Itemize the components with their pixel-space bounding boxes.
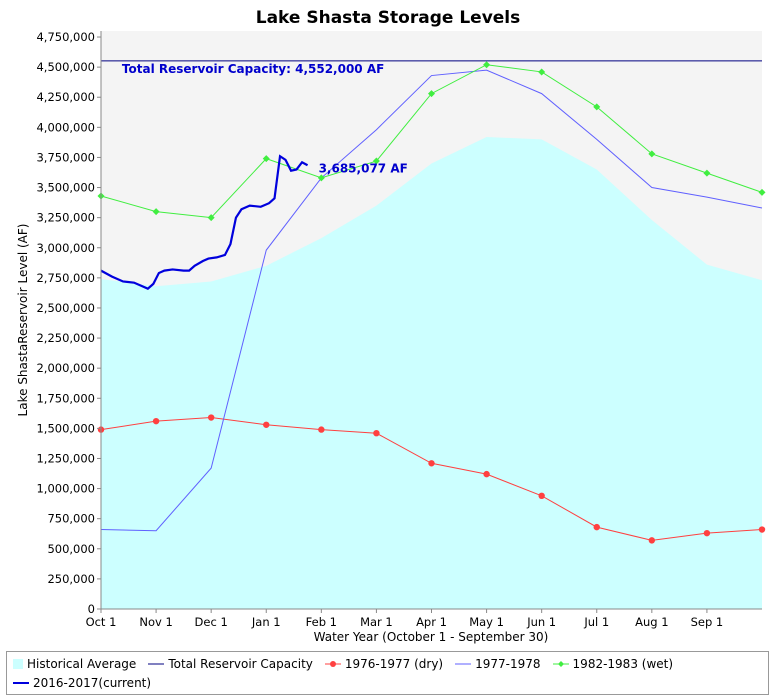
legend-label: Total Reservoir Capacity — [168, 657, 313, 671]
y-tick-label: 4,750,000 — [36, 30, 95, 44]
series-1982-1983-wet-point-10 — [648, 150, 656, 158]
y-tick-label: 2,250,000 — [36, 331, 95, 345]
annotation-0: Total Reservoir Capacity: 4,552,000 AF — [122, 62, 384, 76]
series-1976-1977-dry-point-9 — [593, 523, 600, 531]
legend-item-total-capacity: Total Reservoir Capacity — [148, 657, 313, 671]
legend-swatch-marker-line-icon — [552, 661, 569, 667]
series-1976-1977-dry-point-12 — [758, 526, 766, 533]
annotation-1: 3,685,077 AF — [319, 161, 408, 175]
series-1982-1983-wet-point-1 — [152, 208, 160, 216]
legend-item-2016-2017: 2016-2017(current) — [13, 676, 151, 690]
series-1976-1977-dry-point-4 — [318, 426, 325, 433]
series-1982-1983-wet-point-5 — [372, 157, 380, 165]
legend-swatch-line-icon — [148, 663, 165, 665]
x-tick-label: Feb 1 — [306, 615, 337, 629]
series-1982-1983-wet-point-7 — [483, 61, 491, 69]
series-2016-2017-current-line — [100, 154, 309, 290]
series-1982-1983-wet-point-12 — [758, 188, 766, 196]
y-tick-label: 0 — [88, 602, 95, 616]
series-1976-1977-dry-point-11 — [703, 529, 711, 537]
series-1982-1983-wet-point-3 — [262, 155, 270, 163]
legend-swatch-area-icon — [13, 659, 23, 669]
series-1976-1977-dry-point-10 — [648, 537, 656, 544]
legend: Historical Average Total Reservoir Capac… — [6, 651, 769, 695]
x-tick-label: Aug 1 — [635, 615, 668, 629]
x-tick-label: Apr 1 — [416, 615, 447, 629]
legend-label: 1976-1977 (dry) — [344, 657, 444, 671]
y-tick-label: 4,000,000 — [36, 120, 95, 134]
y-tick-label: 4,250,000 — [36, 90, 95, 104]
legend-item-1982-1983: 1982-1983 (wet) — [552, 657, 674, 671]
y-tick-label: 3,250,000 — [36, 211, 95, 225]
legend-swatch-line-icon — [455, 663, 472, 665]
y-tick-label: 2,500,000 — [36, 301, 95, 315]
legend-row-1: Historical Average Total Reservoir Capac… — [13, 655, 685, 673]
legend-swatch-marker-line-icon — [324, 661, 341, 667]
series-1976-1977-dry-point-8 — [538, 492, 545, 500]
series-1976-1977-dry-point-7 — [483, 470, 490, 478]
legend-label: 2016-2017(current) — [33, 676, 152, 690]
x-tick-label: Jun 1 — [526, 615, 556, 629]
y-axis-title: Lake ShastaReservoir Level (AF) — [16, 224, 30, 417]
x-tick-label: Jul 1 — [583, 615, 609, 629]
series-1982-1983-wet-point-2 — [207, 214, 215, 222]
chart-title: Lake Shasta Storage Levels — [256, 8, 521, 28]
y-tick-label: 1,000,000 — [36, 482, 95, 496]
series-historical-average-area — [101, 136, 762, 609]
y-tick-label: 3,750,000 — [36, 150, 95, 164]
series-1982-1983-wet-point-11 — [703, 169, 711, 177]
legend-swatch-line-icon — [13, 682, 29, 684]
x-tick-label: Dec 1 — [195, 615, 228, 629]
chart-svg: Lake Shasta Storage Levels 0 250,000 500,0… — [16, 8, 766, 644]
series-1976-1977-dry-point-6 — [428, 460, 435, 467]
x-tick-label: May 1 — [469, 615, 504, 629]
y-tick-label: 1,500,000 — [36, 421, 95, 435]
x-tick-label: Jan 1 — [251, 615, 281, 629]
x-tick-label: Sep 1 — [691, 615, 724, 629]
y-tick-label: 2,750,000 — [36, 271, 95, 285]
x-axis-title: Water Year (October 1 - September 30) — [314, 630, 549, 644]
legend-item-1977-1978: 1977-1978 — [455, 657, 541, 671]
legend-label: 1982-1983 (wet) — [572, 657, 674, 671]
series-1982-1983-wet-point-8 — [538, 68, 546, 76]
axes-layer: 0 250,000 500,000 750,000 1,000,000 1,250,000… — [36, 30, 762, 629]
x-tick-label: Nov 1 — [139, 615, 172, 629]
series-layer — [97, 60, 766, 609]
legend-label: 1977-1978 — [475, 657, 541, 671]
legend-item-historical-average: Historical Average — [13, 657, 136, 671]
series-1976-1977-dry-point-5 — [373, 429, 380, 437]
y-tick-label: 3,500,000 — [36, 181, 95, 195]
series-1982-1983-wet-point-9 — [593, 103, 601, 111]
x-tick-label: Mar 1 — [360, 615, 393, 629]
y-tick-label: 2,000,000 — [36, 361, 95, 375]
legend-label: Historical Average — [27, 657, 137, 671]
y-tick-label: 250,000 — [47, 572, 95, 586]
y-tick-label: 1,750,000 — [36, 391, 95, 405]
y-tick-label: 750,000 — [47, 512, 95, 526]
y-tick-label: 4,500,000 — [36, 60, 95, 74]
x-tick-label: Oct 1 — [86, 615, 117, 629]
legend-item-1976-1977: 1976-1977 (dry) — [324, 657, 444, 671]
legend-row-2: 2016-2017(current) — [13, 674, 163, 692]
y-tick-label: 1,250,000 — [36, 451, 95, 465]
series-1982-1983-wet-point-4 — [317, 174, 325, 182]
series-1977-1978-line — [100, 69, 763, 532]
y-tick-label: 500,000 — [47, 542, 95, 556]
series-1976-1977-dry-point-1 — [152, 417, 160, 425]
series-1976-1977-dry-point-2 — [207, 414, 215, 421]
y-tick-label: 3,000,000 — [36, 241, 95, 255]
series-1982-1983-wet-point-6 — [428, 90, 435, 98]
annotations-layer: Total Reservoir Capacity: 4,552,000 AF 3,… — [122, 62, 408, 175]
series-1976-1977-dry-point-3 — [263, 421, 270, 428]
